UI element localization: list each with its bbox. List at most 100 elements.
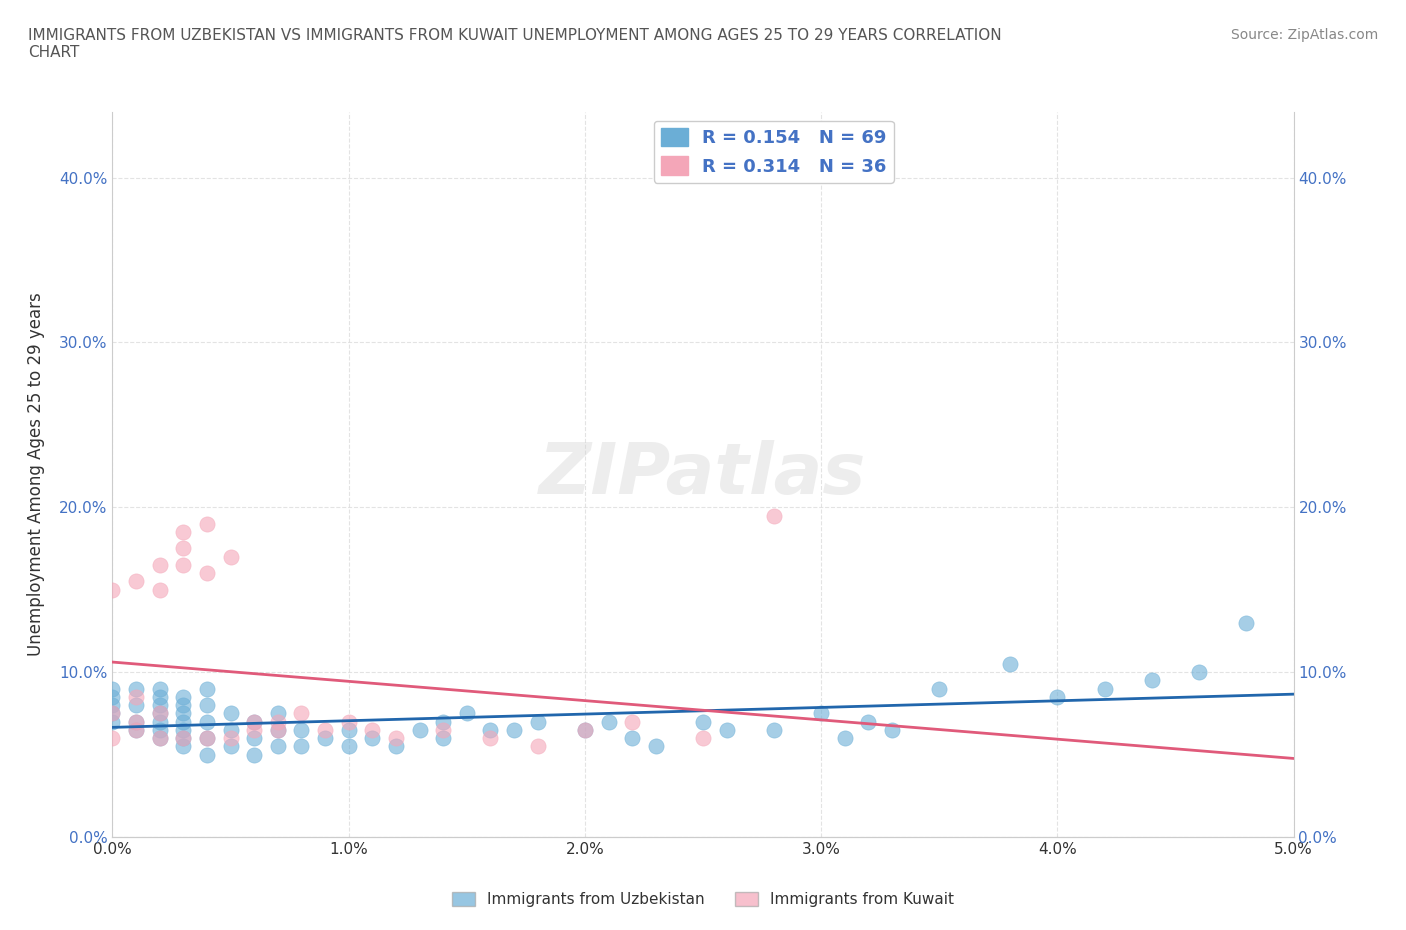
Point — [1140, 673, 1163, 688]
Point — [195, 516, 218, 531]
Point — [149, 731, 172, 746]
Point — [172, 723, 194, 737]
Point — [172, 557, 194, 572]
Point — [290, 706, 312, 721]
Point — [267, 714, 290, 729]
Point — [101, 681, 124, 696]
Point — [810, 706, 832, 721]
Text: IMMIGRANTS FROM UZBEKISTAN VS IMMIGRANTS FROM KUWAIT UNEMPLOYMENT AMONG AGES 25 : IMMIGRANTS FROM UZBEKISTAN VS IMMIGRANTS… — [28, 28, 1001, 60]
Point — [432, 714, 454, 729]
Point — [172, 738, 194, 753]
Point — [125, 714, 148, 729]
Point — [928, 681, 950, 696]
Point — [621, 714, 644, 729]
Point — [195, 731, 218, 746]
Point — [1188, 665, 1211, 680]
Point — [125, 689, 148, 704]
Point — [125, 714, 148, 729]
Point — [385, 738, 408, 753]
Point — [243, 747, 266, 762]
Legend: R = 0.154   N = 69, R = 0.314   N = 36: R = 0.154 N = 69, R = 0.314 N = 36 — [654, 121, 894, 183]
Text: Source: ZipAtlas.com: Source: ZipAtlas.com — [1230, 28, 1378, 42]
Point — [195, 731, 218, 746]
Point — [195, 747, 218, 762]
Point — [1046, 689, 1069, 704]
Point — [101, 698, 124, 712]
Point — [503, 723, 526, 737]
Point — [243, 714, 266, 729]
Point — [267, 738, 290, 753]
Point — [149, 723, 172, 737]
Point — [574, 723, 596, 737]
Text: ZIPatlas: ZIPatlas — [540, 440, 866, 509]
Point — [172, 706, 194, 721]
Point — [172, 541, 194, 556]
Point — [574, 723, 596, 737]
Point — [267, 723, 290, 737]
Point — [101, 706, 124, 721]
Point — [432, 723, 454, 737]
Point — [243, 731, 266, 746]
Point — [762, 508, 785, 523]
Point — [149, 557, 172, 572]
Point — [125, 698, 148, 712]
Point — [125, 723, 148, 737]
Point — [692, 731, 714, 746]
Point — [219, 706, 242, 721]
Point — [290, 723, 312, 737]
Point — [621, 731, 644, 746]
Point — [243, 714, 266, 729]
Point — [125, 574, 148, 589]
Point — [149, 706, 172, 721]
Point — [219, 731, 242, 746]
Point — [526, 738, 548, 753]
Point — [692, 714, 714, 729]
Point — [195, 565, 218, 580]
Point — [337, 723, 360, 737]
Point — [267, 706, 290, 721]
Point — [314, 723, 336, 737]
Point — [337, 738, 360, 753]
Point — [1234, 616, 1257, 631]
Point — [337, 714, 360, 729]
Point — [149, 681, 172, 696]
Point — [644, 738, 666, 753]
Point — [172, 525, 194, 539]
Point — [361, 723, 384, 737]
Point — [149, 731, 172, 746]
Point — [290, 738, 312, 753]
Point — [998, 657, 1021, 671]
Point — [172, 731, 194, 746]
Point — [125, 723, 148, 737]
Point — [858, 714, 880, 729]
Point — [243, 723, 266, 737]
Point — [101, 731, 124, 746]
Point — [314, 731, 336, 746]
Point — [195, 698, 218, 712]
Point — [716, 723, 738, 737]
Point — [479, 723, 502, 737]
Y-axis label: Unemployment Among Ages 25 to 29 years: Unemployment Among Ages 25 to 29 years — [27, 292, 45, 657]
Point — [598, 714, 620, 729]
Point — [479, 731, 502, 746]
Point — [880, 723, 903, 737]
Point — [149, 698, 172, 712]
Point — [526, 714, 548, 729]
Point — [125, 681, 148, 696]
Point — [172, 731, 194, 746]
Point — [101, 689, 124, 704]
Point — [149, 689, 172, 704]
Point — [195, 681, 218, 696]
Point — [149, 706, 172, 721]
Point — [149, 714, 172, 729]
Point — [101, 706, 124, 721]
Point — [456, 706, 478, 721]
Point — [267, 723, 290, 737]
Point — [762, 723, 785, 737]
Point — [172, 714, 194, 729]
Point — [149, 582, 172, 597]
Point — [408, 723, 430, 737]
Legend: Immigrants from Uzbekistan, Immigrants from Kuwait: Immigrants from Uzbekistan, Immigrants f… — [446, 885, 960, 913]
Point — [219, 550, 242, 565]
Point — [361, 731, 384, 746]
